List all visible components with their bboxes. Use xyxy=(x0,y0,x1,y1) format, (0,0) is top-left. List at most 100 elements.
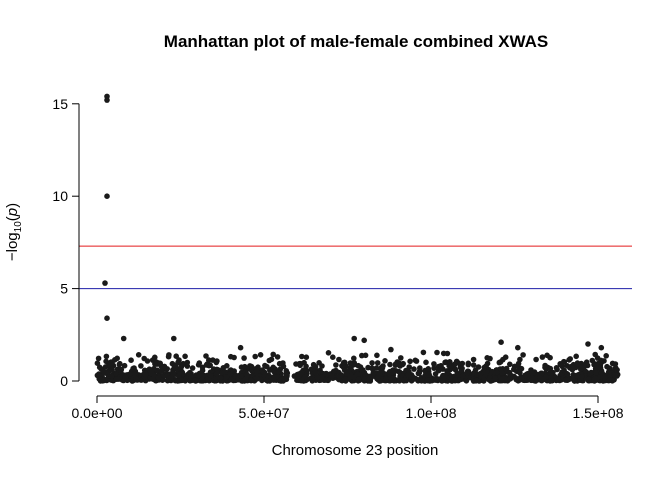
data-point xyxy=(354,371,361,378)
data-point xyxy=(103,369,109,376)
data-point xyxy=(296,360,303,367)
data-point xyxy=(483,363,489,369)
data-point xyxy=(152,361,158,367)
data-point xyxy=(440,366,446,372)
data-point xyxy=(529,375,535,381)
data-point xyxy=(492,375,499,382)
data-point xyxy=(103,353,110,360)
data-point xyxy=(561,367,567,374)
data-point xyxy=(574,360,581,366)
data-point xyxy=(104,315,110,322)
data-point xyxy=(131,371,138,377)
data-point xyxy=(325,350,332,356)
data-point xyxy=(382,358,388,364)
data-point xyxy=(465,361,472,368)
data-point xyxy=(387,375,394,381)
data-point xyxy=(547,365,554,372)
data-point xyxy=(317,367,323,374)
data-point xyxy=(431,365,437,372)
data-point xyxy=(548,370,555,377)
data-point xyxy=(336,356,342,363)
data-point xyxy=(390,367,396,374)
data-point xyxy=(212,375,219,381)
data-point xyxy=(507,376,513,382)
chart-title: Manhattan plot of male-female combined X… xyxy=(164,32,548,51)
data-point xyxy=(362,352,369,359)
y-tick-label: 0 xyxy=(60,373,68,389)
data-point xyxy=(182,353,188,360)
x-tick-label: 1.5e+08 xyxy=(573,405,624,421)
data-point xyxy=(425,366,432,372)
data-point xyxy=(554,376,561,382)
data-point xyxy=(299,377,305,384)
data-point xyxy=(99,377,106,384)
data-point xyxy=(604,363,610,370)
data-point xyxy=(329,373,335,380)
data-point xyxy=(463,370,470,377)
data-point xyxy=(340,359,347,366)
data-point xyxy=(538,370,545,377)
data-point xyxy=(294,377,300,384)
data-point xyxy=(444,369,451,376)
data-point xyxy=(401,376,408,383)
data-point xyxy=(237,373,244,379)
data-point xyxy=(178,377,184,384)
data-point xyxy=(369,360,375,366)
data-point xyxy=(434,349,440,356)
data-point xyxy=(213,359,220,366)
data-point xyxy=(299,353,305,360)
data-point xyxy=(176,357,182,363)
data-point xyxy=(374,352,380,359)
data-point xyxy=(206,357,212,363)
data-point xyxy=(138,363,144,369)
data-point xyxy=(109,366,115,373)
data-point xyxy=(214,366,221,373)
data-point xyxy=(361,376,368,382)
data-point xyxy=(303,354,310,361)
data-point xyxy=(392,361,399,367)
data-point xyxy=(94,360,101,367)
data-point xyxy=(149,376,156,382)
data-point xyxy=(439,377,446,384)
data-point xyxy=(182,378,189,384)
data-point xyxy=(244,371,250,378)
data-point xyxy=(184,359,191,366)
data-point xyxy=(171,335,177,342)
data-point xyxy=(544,352,550,359)
data-point xyxy=(199,367,206,374)
data-point xyxy=(351,335,358,342)
data-point xyxy=(309,376,316,382)
data-point xyxy=(121,362,128,369)
data-point xyxy=(569,365,576,372)
data-point xyxy=(280,363,287,370)
data-point xyxy=(254,376,260,382)
data-point xyxy=(573,372,580,379)
data-point xyxy=(415,370,422,377)
data-point xyxy=(237,344,244,351)
data-point xyxy=(103,358,109,365)
data-point xyxy=(593,370,599,376)
data-point xyxy=(104,97,110,103)
data-point xyxy=(228,376,234,383)
data-point xyxy=(415,378,421,384)
data-point xyxy=(120,335,127,342)
data-point xyxy=(513,375,519,382)
data-point xyxy=(217,375,224,381)
data-point xyxy=(157,360,163,367)
data-point xyxy=(507,361,513,368)
data-point xyxy=(102,280,108,286)
data-point xyxy=(554,366,560,373)
data-point xyxy=(612,372,618,379)
y-tick-label: 15 xyxy=(52,96,68,112)
data-point xyxy=(104,377,110,384)
data-point xyxy=(198,378,204,384)
data-point xyxy=(351,361,358,368)
data-point xyxy=(612,365,619,371)
data-point xyxy=(585,376,592,383)
data-point xyxy=(522,372,529,379)
data-point xyxy=(484,355,491,361)
data-point xyxy=(601,374,608,381)
data-point xyxy=(280,376,287,382)
data-point xyxy=(420,349,427,356)
